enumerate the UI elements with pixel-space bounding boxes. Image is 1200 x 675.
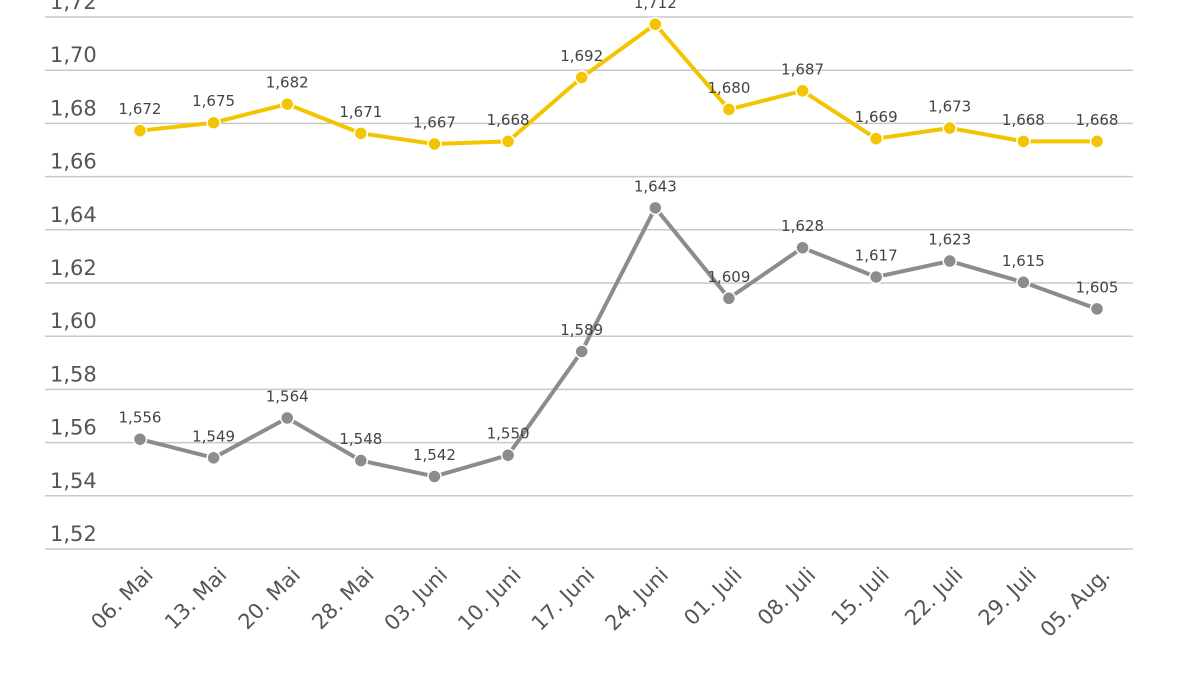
value-label: 1,668: [1076, 111, 1119, 129]
point: [942, 253, 958, 269]
point: [574, 70, 589, 85]
value-label: 1,675: [192, 92, 235, 110]
y-tick-label: 1,68: [50, 96, 97, 120]
point: [574, 344, 589, 359]
series-line: [139, 22, 1097, 146]
value-label: 1,564: [266, 387, 309, 405]
value-label: 1,673: [928, 98, 971, 116]
point: [1016, 134, 1031, 149]
y-tick-label: 1,52: [50, 522, 97, 546]
value-label: 1,680: [707, 79, 750, 97]
point: [648, 17, 663, 32]
point: [500, 134, 516, 149]
value-label: 1,589: [560, 321, 603, 339]
value-label: 1,672: [119, 100, 162, 118]
value-label: 1,668: [1002, 111, 1045, 129]
x-tick-label: 08. Juli: [753, 563, 820, 630]
x-tick-label: 06. Mai: [86, 563, 157, 634]
point: [132, 431, 148, 447]
value-label: 1,549: [192, 427, 235, 445]
x-tick-label: 01. Juli: [679, 563, 746, 630]
point: [206, 115, 221, 130]
value-label: 1,605: [1076, 278, 1119, 296]
value-label: 1,556: [119, 409, 162, 427]
point: [648, 200, 663, 216]
value-label: 1,682: [266, 74, 309, 92]
y-tick-label: 1,66: [50, 150, 97, 174]
x-tick-label: 15. Juli: [827, 563, 894, 630]
point: [868, 269, 884, 285]
value-label: 1,623: [928, 231, 971, 249]
point: [1016, 275, 1031, 290]
x-tick-label: 05. Aug.: [1036, 563, 1115, 642]
y-tick-label: 1,62: [50, 256, 97, 280]
y-tick-label: 1,72: [50, 0, 97, 14]
point: [427, 136, 442, 152]
value-label: 1,609: [707, 268, 750, 286]
point: [279, 96, 295, 112]
y-tick-label: 1,60: [50, 309, 97, 333]
y-tick-label: 1,58: [50, 362, 97, 386]
value-label: 1,617: [855, 246, 898, 264]
value-label: 1,667: [413, 113, 456, 131]
value-label: 1,550: [487, 425, 530, 443]
point: [942, 120, 958, 136]
value-label: 1,548: [339, 430, 382, 448]
point: [721, 291, 737, 306]
value-label: 1,687: [781, 60, 824, 78]
series-line: [139, 205, 1098, 479]
value-label: 1,643: [634, 177, 677, 195]
point: [427, 469, 442, 484]
y-tick-label: 1,54: [50, 469, 97, 493]
point: [795, 240, 810, 255]
point: [721, 102, 737, 117]
x-tick-label: 13. Mai: [160, 563, 231, 634]
x-tick-label: 28. Mai: [307, 563, 378, 634]
point: [279, 410, 295, 426]
point: [132, 123, 148, 138]
x-tick-label: 10. Juni: [453, 563, 526, 636]
value-label: 1,712: [634, 0, 677, 12]
point: [1089, 134, 1105, 149]
value-label: 1,628: [781, 217, 824, 235]
point: [353, 126, 369, 141]
x-tick-label: 03. Juni: [380, 563, 453, 636]
value-label: 1,615: [1002, 252, 1045, 270]
point: [868, 131, 884, 146]
x-tick-label: 22. Juli: [900, 563, 967, 630]
point: [353, 453, 369, 468]
value-label: 1,542: [413, 446, 456, 464]
point: [206, 450, 221, 466]
x-tick-label: 20. Mai: [234, 563, 305, 634]
value-label: 1,669: [855, 108, 898, 126]
point: [500, 447, 516, 463]
x-tick-label: 29. Juli: [974, 563, 1041, 630]
y-tick-label: 1,64: [50, 203, 97, 227]
value-label: 1,671: [339, 103, 382, 121]
value-label: 1,692: [560, 47, 603, 65]
value-label: 1,668: [487, 111, 530, 129]
point: [1089, 301, 1105, 317]
x-tick-label: 24. Juni: [600, 563, 673, 636]
x-tick-label: 17. Juni: [527, 563, 600, 636]
point: [795, 83, 810, 99]
y-tick-label: 1,56: [50, 416, 97, 440]
y-tick-label: 1,70: [50, 43, 97, 67]
